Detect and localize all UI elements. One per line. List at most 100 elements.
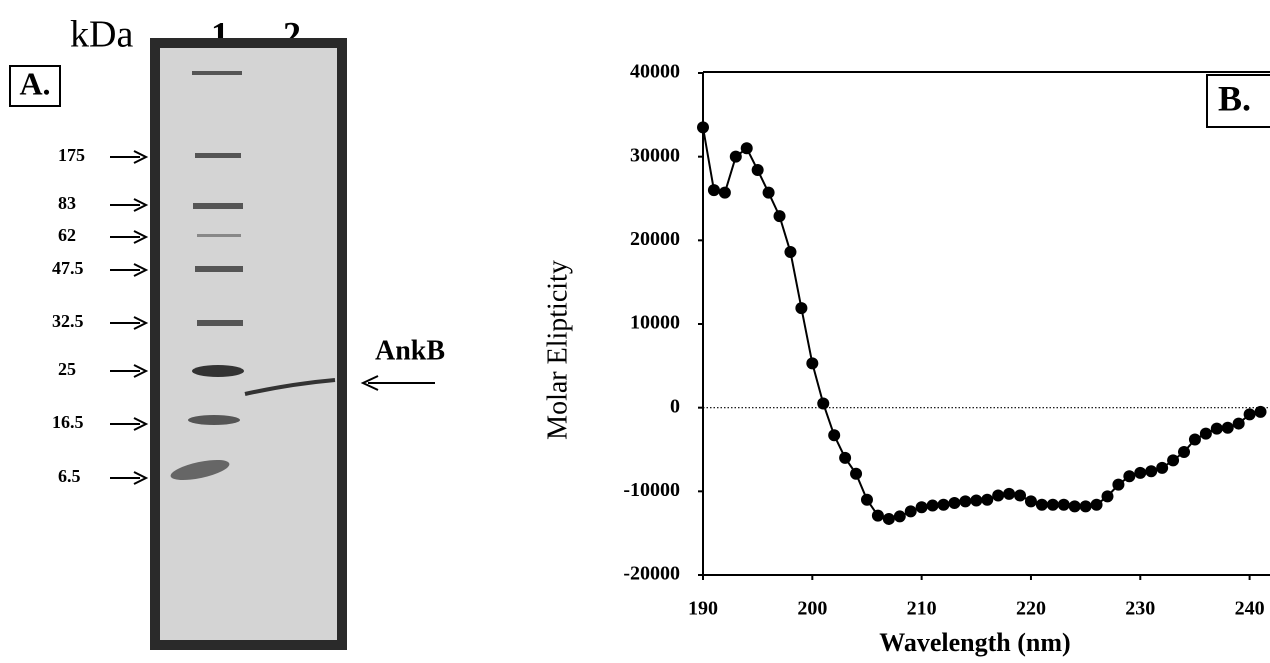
data-point xyxy=(1069,500,1081,512)
y-tick-label: 30000 xyxy=(630,144,680,166)
data-point xyxy=(992,490,1004,502)
gel xyxy=(160,48,337,640)
data-point xyxy=(784,246,796,258)
panel-a: kDa 1 2 A. 175 83 62 47.5 32.5 25 16.5 6… xyxy=(10,14,445,650)
y-tick-label: -10000 xyxy=(623,479,680,501)
marker-label: 175 xyxy=(58,145,85,165)
data-point xyxy=(752,164,764,176)
marker-label: 47.5 xyxy=(52,258,84,278)
marker-labels: 175 83 62 47.5 32.5 25 16.5 6.5 xyxy=(52,145,85,486)
data-point xyxy=(1156,462,1168,474)
band xyxy=(193,203,243,209)
data-point xyxy=(763,187,775,199)
panel-b: B. Wavelength (nm) Molar Elipticity -200… xyxy=(542,61,1270,657)
data-point xyxy=(1189,433,1201,445)
data-point xyxy=(774,210,786,222)
data-point xyxy=(1101,490,1113,502)
data-point xyxy=(1003,488,1015,500)
data-point xyxy=(1244,408,1256,420)
data-point xyxy=(697,121,709,133)
x-axis-title: Wavelength (nm) xyxy=(879,628,1070,657)
x-tick-label: 210 xyxy=(907,598,937,620)
data-point xyxy=(970,495,982,507)
figure: kDa 1 2 A. 175 83 62 47.5 32.5 25 16.5 6… xyxy=(0,0,1270,663)
data-point xyxy=(905,505,917,517)
x-tick-label: 220 xyxy=(1016,598,1046,620)
page: kDa 1 2 A. 175 83 62 47.5 32.5 25 16.5 6… xyxy=(0,0,1270,663)
marker-arrows xyxy=(110,151,146,484)
data-point xyxy=(1058,499,1070,511)
data-point xyxy=(872,510,884,522)
data-point xyxy=(1047,499,1059,511)
y-tick-label: -20000 xyxy=(623,563,680,585)
arrow xyxy=(110,231,146,243)
band xyxy=(197,320,243,326)
band-arrow xyxy=(363,376,435,390)
data-point xyxy=(828,429,840,441)
data-point xyxy=(730,151,742,163)
data-point xyxy=(1134,467,1146,479)
arrow xyxy=(110,317,146,329)
arrow xyxy=(110,151,146,163)
data-point xyxy=(1091,499,1103,511)
data-point xyxy=(1145,465,1157,477)
arrow xyxy=(110,199,146,211)
data-point xyxy=(1255,406,1267,418)
data-point xyxy=(916,501,928,513)
marker-label: 6.5 xyxy=(58,466,81,486)
band-label: AnkB xyxy=(375,335,445,366)
band xyxy=(188,415,240,425)
arrow xyxy=(110,418,146,430)
data-point xyxy=(1200,428,1212,440)
data-point xyxy=(795,302,807,314)
y-tick-label: 40000 xyxy=(630,61,680,83)
arrow xyxy=(110,365,146,377)
marker-label: 25 xyxy=(58,359,76,379)
band xyxy=(195,153,241,158)
data-point xyxy=(861,494,873,506)
data-point xyxy=(719,187,731,199)
data-point xyxy=(708,184,720,196)
data-point xyxy=(981,494,993,506)
data-point xyxy=(894,510,906,522)
data-point xyxy=(948,497,960,509)
y-tick-label: 10000 xyxy=(630,312,680,334)
band xyxy=(192,365,244,377)
x-tick-label: 240 xyxy=(1235,598,1265,620)
data-point xyxy=(817,397,829,409)
data-point xyxy=(1222,422,1234,434)
data-point xyxy=(927,500,939,512)
x-tick-label: 190 xyxy=(688,598,718,620)
arrow xyxy=(110,264,146,276)
x-tick-label: 230 xyxy=(1125,598,1155,620)
band xyxy=(195,266,243,272)
band xyxy=(192,71,242,75)
data-point xyxy=(806,357,818,369)
data-point xyxy=(1036,499,1048,511)
data-point xyxy=(1014,490,1026,502)
data-point xyxy=(1080,500,1092,512)
unit-label: kDa xyxy=(70,14,133,56)
data-point xyxy=(839,452,851,464)
marker-label: 16.5 xyxy=(52,412,84,432)
marker-label: 83 xyxy=(58,193,76,213)
panel-label: B. xyxy=(1218,78,1251,118)
x-tick-label: 200 xyxy=(797,598,827,620)
marker-label: 62 xyxy=(58,225,76,245)
panel-label: A. xyxy=(19,65,50,101)
marker-label: 32.5 xyxy=(52,311,84,331)
y-tick-label: 20000 xyxy=(630,228,680,250)
data-point xyxy=(1167,454,1179,466)
data-point xyxy=(938,499,950,511)
data-point xyxy=(1211,423,1223,435)
arrow xyxy=(110,472,146,484)
data-point xyxy=(1112,479,1124,491)
data-point xyxy=(850,468,862,480)
data-point xyxy=(1025,495,1037,507)
data-point xyxy=(1178,446,1190,458)
y-tick-label: 0 xyxy=(670,395,680,417)
data-point xyxy=(741,142,753,154)
y-axis-title: Molar Elipticity xyxy=(542,260,573,440)
data-point xyxy=(959,495,971,507)
data-point xyxy=(1123,470,1135,482)
